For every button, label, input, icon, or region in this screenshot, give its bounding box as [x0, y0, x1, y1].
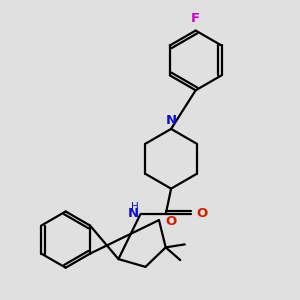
Text: O: O	[165, 215, 176, 228]
Text: F: F	[191, 12, 200, 25]
Text: O: O	[196, 207, 207, 220]
Text: N: N	[128, 207, 139, 220]
Text: N: N	[166, 114, 177, 127]
Text: H: H	[131, 202, 139, 212]
